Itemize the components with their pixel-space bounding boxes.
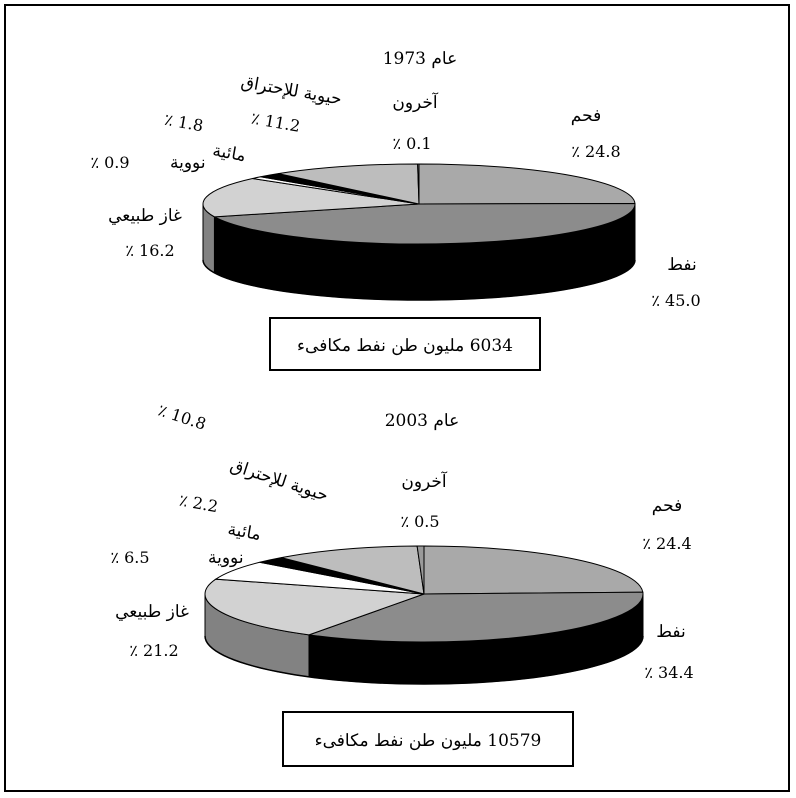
chart-1973: عام 1973 فحم ٪ 24.8 نفط ٪ 45.0 غاز طبيعي… (90, 49, 700, 371)
pie-slice-gas (202, 177, 420, 218)
pie-2003 (204, 545, 644, 685)
label-1973-coal-value: ٪ 24.8 (571, 142, 620, 161)
chart-2003: عام 2003 فحم ٪ 24.4 نفط ٪ 34.4 غاز طبيعي… (110, 400, 693, 767)
pie-slice-gas (204, 578, 425, 636)
label-1973-biomass-value: ٪ 11.2 (250, 109, 302, 136)
label-2003-coal-name: فحم (652, 496, 682, 516)
label-2003-gas-value: ٪ 21.2 (129, 641, 178, 660)
label-2003-hydro-value: ٪ 2.2 (178, 491, 220, 517)
chart-1973-title: عام 1973 (383, 49, 458, 69)
pie-slice-others (417, 163, 420, 205)
pie-slice-others (416, 545, 425, 595)
total-box-1973 (269, 317, 541, 371)
label-2003-others-name: آخرون (401, 470, 448, 492)
label-1973-others-value: ٪ 0.1 (392, 134, 431, 153)
label-2003-hydro-name: مائية (226, 520, 262, 545)
pie-slice-biomass (278, 163, 420, 205)
label-1973-nuclear-name: نووية (170, 153, 206, 173)
label-1973-gas-value: ٪ 16.2 (125, 241, 174, 260)
label-1973-others-name: آخرون (392, 91, 439, 113)
label-1973-biomass-name: حيوية للإحتراق (239, 72, 343, 109)
pie-bottom-edge (204, 635, 644, 685)
label-1973-hydro-value: ٪ 1.8 (163, 110, 205, 136)
total-box-2003 (282, 711, 574, 767)
pie-bottom-edge (202, 259, 636, 301)
total-label-2003: 10579 مليون طن نفط مكافىء (315, 731, 542, 751)
label-2003-oil-name: نفط (656, 622, 685, 642)
pie-slice-oil (308, 591, 644, 643)
label-2003-coal-value: ٪ 24.4 (642, 534, 691, 553)
label-2003-biomass-value: ٪ 10.8 (156, 400, 209, 433)
label-1973-gas-name: غاز طبيعي (108, 206, 182, 226)
label-1973-coal-name: فحم (571, 106, 601, 126)
pie-slice-coal (423, 545, 644, 595)
label-2003-others-value: ٪ 0.5 (400, 512, 439, 531)
label-1973-oil-value: ٪ 45.0 (651, 291, 700, 310)
label-2003-nuclear-value: ٪ 6.5 (110, 548, 149, 567)
label-1973-oil-name: نفط (667, 255, 696, 275)
pie-1973 (202, 163, 636, 301)
pie-slice-oil (212, 202, 636, 245)
label-1973-nuclear-value: ٪ 0.9 (90, 153, 129, 172)
pie-slice-biomass (281, 545, 425, 595)
label-2003-nuclear-name: نووية (208, 548, 244, 568)
pie-slice-coal (418, 163, 636, 205)
label-1973-hydro-name: مائية (211, 141, 247, 166)
label-2003-oil-value: ٪ 34.4 (644, 663, 693, 682)
label-2003-gas-name: غاز طبيعي (115, 602, 189, 622)
total-label-1973: 6034 مليون طن نفط مكافىء (297, 336, 513, 356)
figure-frame (4, 4, 790, 792)
chart-2003-title: عام 2003 (385, 411, 460, 431)
label-2003-biomass-name: حيوية للإحتراق (228, 455, 331, 506)
